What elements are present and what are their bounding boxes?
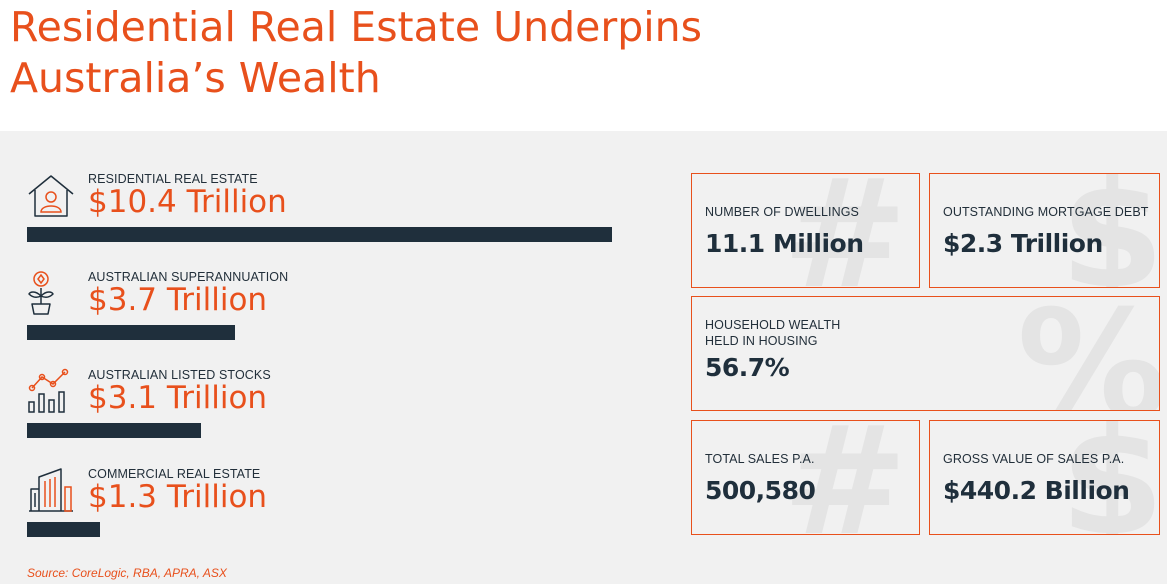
bar-value-label: $3.7 Trillion [88,282,268,318]
bar-category-label: AUSTRALIAN SUPERANNUATION [88,270,289,284]
bar-value-label: $1.3 Trillion [88,479,268,515]
stat-value: 56.7% [705,353,790,382]
bar [27,522,100,537]
page-title: Residential Real Estate Underpins Austra… [10,2,702,104]
bar [27,325,235,340]
title-line-2: Australia’s Wealth [10,54,381,102]
dollar-watermark-icon: $ [1060,173,1160,288]
source-note: Source: CoreLogic, RBA, APRA, ASX [27,566,227,580]
stat-label: HOUSEHOLD WEALTH HELD IN HOUSING [705,317,840,349]
percent-watermark-icon: % [1017,296,1160,411]
plant-coin-icon [28,271,54,315]
stat-value: $2.3 Trillion [943,229,1103,258]
stat-label: NUMBER OF DWELLINGS [705,205,859,219]
stat-card-mortgage: $ OUTSTANDING MORTGAGE DEBT $2.3 Trillio… [929,173,1160,288]
hash-watermark-icon: # [782,420,908,535]
stat-value: 11.1 Million [705,229,864,258]
bar-category-label: AUSTRALIAN LISTED STOCKS [88,368,271,382]
stat-label-line-1: HOUSEHOLD WEALTH [705,318,841,332]
stock-chart-icon [28,368,69,413]
stat-label: OUTSTANDING MORTGAGE DEBT [943,205,1149,219]
stat-card-household-wealth: % HOUSEHOLD WEALTH HELD IN HOUSING 56.7% [691,296,1160,411]
stat-card-total-sales: # TOTAL SALES P.A. 500,580 [691,420,920,535]
bar-value-label: $10.4 Trillion [88,184,287,220]
bar-category-label: COMMERCIAL REAL ESTATE [88,467,261,481]
house-person-icon [28,175,74,217]
stat-label: TOTAL SALES P.A. [705,452,815,466]
dollar-watermark-icon: $ [1060,420,1160,535]
bar [27,227,612,242]
bar-value-label: $3.1 Trillion [88,380,268,416]
stat-label: GROSS VALUE OF SALES P.A. [943,452,1125,466]
content-panel [0,131,1167,584]
stat-value: $440.2 Billion [943,476,1130,505]
stat-label-line-2: HELD IN HOUSING [705,334,818,348]
stat-card-dwellings: # NUMBER OF DWELLINGS 11.1 Million [691,173,920,288]
title-line-1: Residential Real Estate Underpins [10,3,702,51]
bar [27,423,201,438]
hash-watermark-icon: # [782,173,908,288]
stat-card-gross-value: $ GROSS VALUE OF SALES P.A. $440.2 Billi… [929,420,1160,535]
building-icon [29,468,73,512]
bar-category-label: RESIDENTIAL REAL ESTATE [88,172,258,186]
stat-value: 500,580 [705,476,816,505]
